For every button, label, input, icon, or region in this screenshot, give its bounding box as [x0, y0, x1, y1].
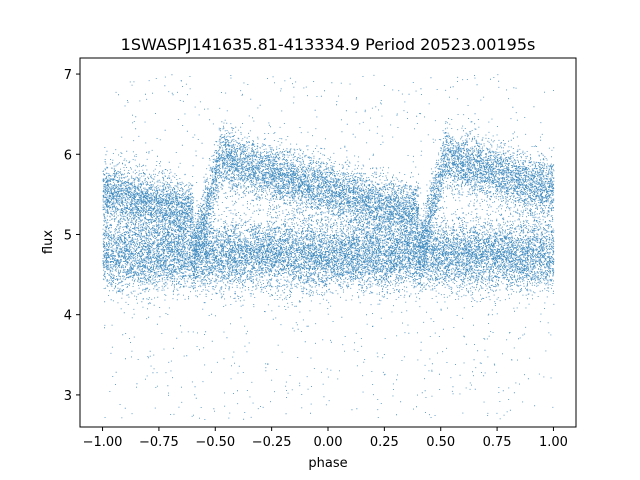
- x-tick-label: 0.50: [426, 435, 455, 450]
- x-tick-label: 1.00: [539, 435, 568, 450]
- x-tick-label: −0.50: [195, 435, 235, 450]
- x-tick-label: −1.00: [83, 435, 123, 450]
- y-tick-label: 3: [64, 389, 72, 404]
- y-tick-label: 5: [64, 228, 72, 243]
- chart-title: 1SWASPJ141635.81-413334.9 Period 20523.0…: [121, 35, 536, 54]
- y-tick-label: 4: [64, 309, 72, 324]
- x-tick-label: −0.75: [139, 435, 179, 450]
- y-tick-label: 6: [64, 148, 72, 163]
- y-tick-label: 7: [64, 68, 72, 83]
- x-tick-label: 0.00: [314, 435, 343, 450]
- x-tick-label: −0.25: [252, 435, 292, 450]
- x-tick-label: 0.25: [370, 435, 399, 450]
- x-axis: −1.00 −0.75 −0.50 −0.25 0.00 0.25 0.50 0.75 1.00: [83, 427, 568, 450]
- y-axis: 3 4 5 6 7: [64, 68, 80, 404]
- scatter-points: [102, 74, 555, 420]
- y-axis-title: flux: [41, 230, 56, 254]
- x-axis-title: phase: [308, 456, 347, 471]
- x-tick-label: 0.75: [483, 435, 512, 450]
- data-points: [102, 74, 555, 420]
